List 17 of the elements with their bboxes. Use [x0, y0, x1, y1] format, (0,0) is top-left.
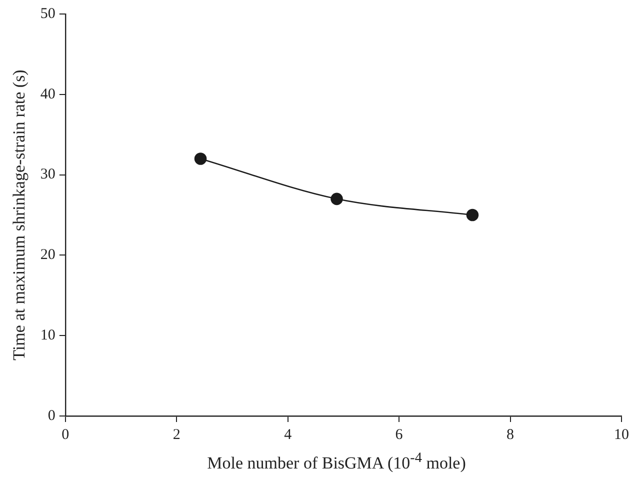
y-tick-label: 20: [40, 247, 56, 264]
y-tick-label: 0: [48, 408, 56, 424]
y-axis-title: Time at maximum shrinkage-strain rate (s): [10, 70, 29, 360]
x-axis-title: Mole number of BisGMA (10$^{-4}$ mole): [206, 450, 467, 474]
x-tick-label: 8: [506, 426, 514, 443]
y-tick-label: 40: [40, 86, 56, 102]
point: [466, 208, 479, 222]
x-tick-label: 6: [395, 426, 404, 443]
x-tick-label: 2: [172, 426, 180, 443]
x-tick-label: 4: [284, 426, 292, 443]
point: [330, 192, 343, 206]
y-tick-label: 30: [40, 166, 56, 183]
y-tick-label: 10: [40, 328, 56, 344]
y-tick-label: 50: [40, 6, 56, 22]
x-tick-label: 10: [614, 426, 629, 443]
point: [194, 152, 207, 165]
x-tick-label: 0: [62, 426, 70, 443]
